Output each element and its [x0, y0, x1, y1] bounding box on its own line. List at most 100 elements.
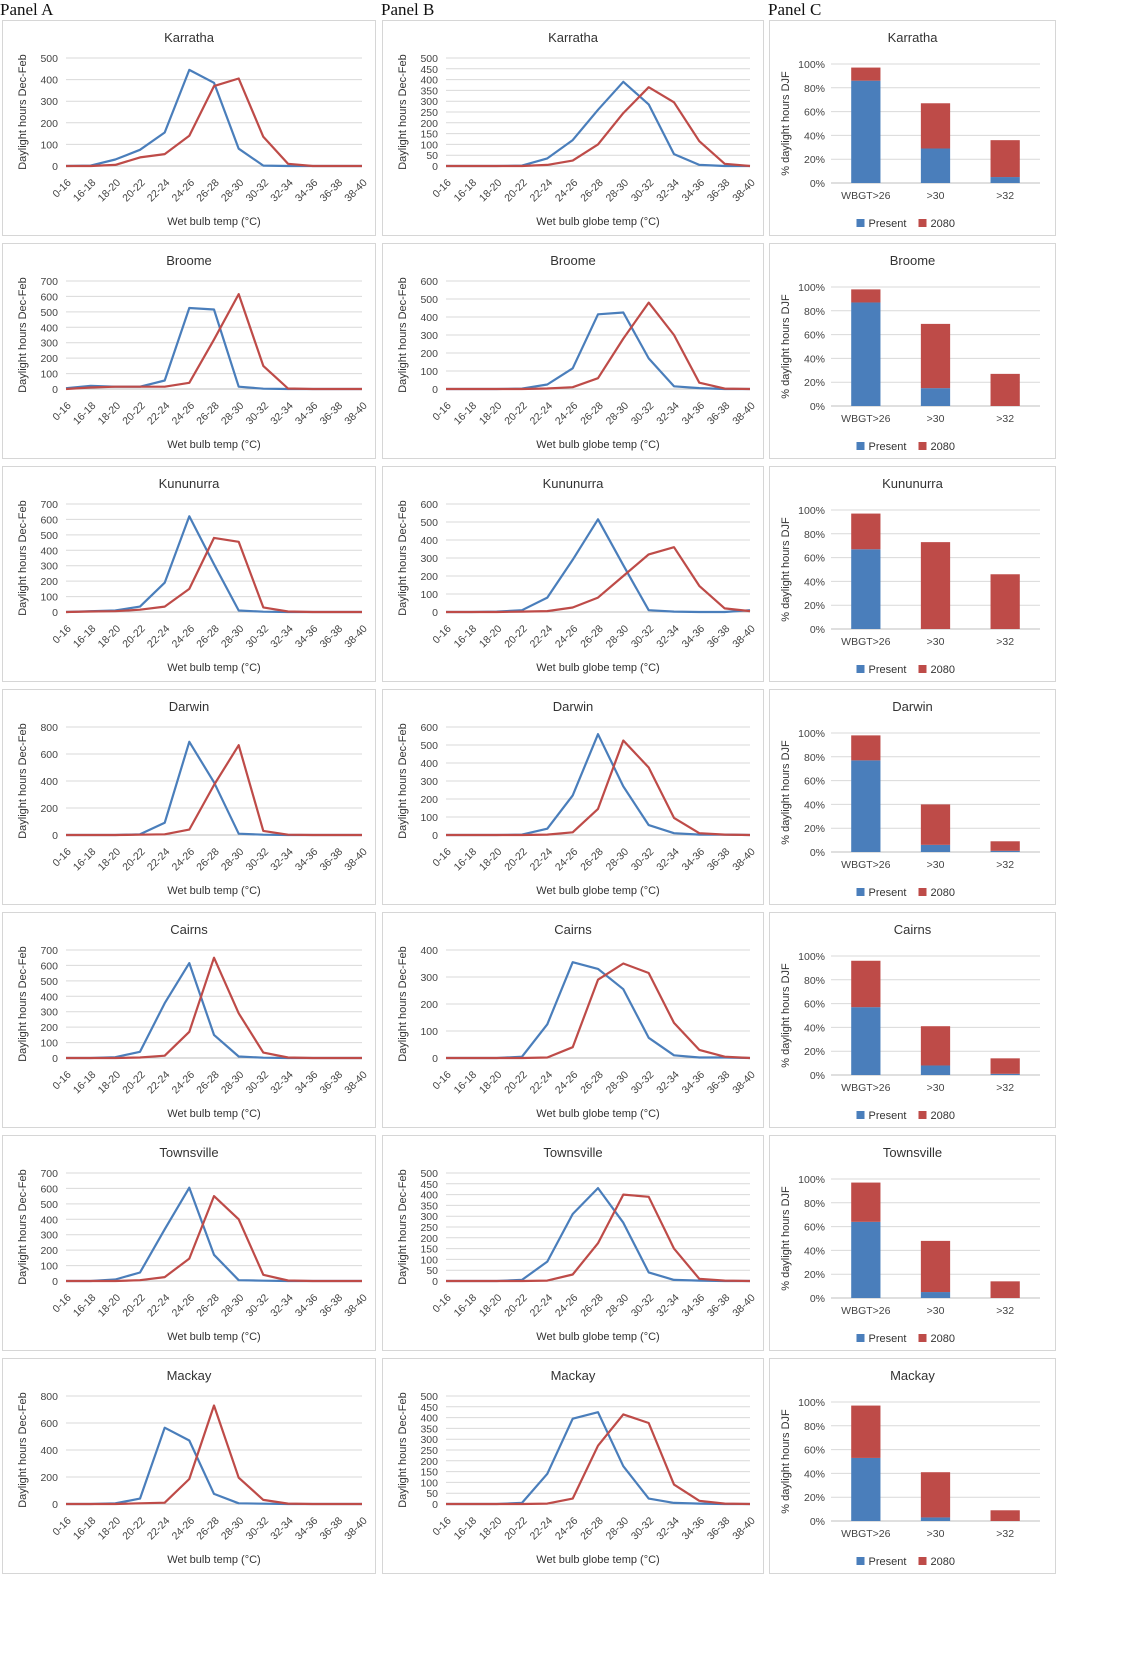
legend-swatch — [856, 219, 865, 227]
series-line — [446, 739, 751, 837]
y-tick-label: 600 — [420, 276, 438, 288]
bar-2080 — [920, 103, 951, 149]
x-axis-title: Wet bulb temp (°C) — [167, 216, 260, 228]
y-tick-label: 200 — [40, 1245, 58, 1257]
legend-label: Present — [869, 887, 907, 899]
y-tick-label: 80% — [804, 83, 825, 95]
chart-frame — [2, 466, 376, 682]
y-tick-label: 300 — [420, 1211, 438, 1223]
chart-A-Karratha: Karratha01002003004005000-1616-1818-2020… — [2, 20, 376, 236]
y-axis-title: % daylight hours DJF — [780, 963, 792, 1068]
legend-swatch — [918, 1557, 927, 1565]
x-axis-title: Wet bulb globe temp (°C) — [536, 885, 659, 897]
bar-2080 — [990, 140, 1020, 178]
series-line — [446, 962, 751, 1060]
legend-label: Present — [869, 218, 907, 230]
series-line — [446, 1193, 751, 1283]
y-axis-title: % daylight hours DJF — [780, 740, 792, 845]
y-tick-label: 400 — [420, 1413, 438, 1425]
y-tick-label: 200 — [420, 571, 438, 583]
chart-title: Mackay — [167, 1368, 212, 1383]
chart-A-Kununurra: Kununurra01002003004005006007000-1616-18… — [2, 466, 376, 682]
y-tick-label: 400 — [40, 75, 58, 87]
panel-a-label: Panel A — [0, 0, 54, 19]
x-axis-title: Wet bulb temp (°C) — [167, 439, 260, 451]
legend-label: 2080 — [931, 664, 955, 676]
bar-present — [920, 1292, 951, 1298]
y-tick-label: 150 — [420, 1244, 438, 1256]
y-tick-label: 60% — [804, 553, 825, 565]
bar-2080 — [990, 1058, 1020, 1074]
legend-swatch — [856, 665, 865, 673]
x-tick-label: WBGT>26 — [841, 413, 890, 425]
x-tick-label: >30 — [927, 636, 945, 648]
legend-swatch — [918, 442, 927, 450]
legend-swatch — [918, 665, 927, 673]
x-axis-title: Wet bulb temp (°C) — [167, 662, 260, 674]
y-tick-label: 600 — [40, 1183, 58, 1195]
y-tick-label: 50 — [426, 150, 438, 162]
bar-present — [851, 549, 881, 629]
legend-label: Present — [869, 1110, 907, 1122]
series-line — [446, 301, 751, 391]
chart-title: Karratha — [548, 30, 599, 45]
chart-B-Townsville: Townsville 050100150200250300350400450500… — [382, 1135, 764, 1351]
bar-present — [920, 388, 951, 406]
series-line — [446, 1413, 751, 1506]
legend-swatch — [856, 1334, 865, 1342]
bar-2080 — [920, 1026, 951, 1066]
chart-title: Darwin — [553, 699, 593, 714]
y-tick-label: 0% — [810, 1516, 825, 1528]
y-tick-label: 60% — [804, 330, 825, 342]
x-tick-label: >32 — [996, 1305, 1014, 1317]
x-tick-label: WBGT>26 — [841, 859, 890, 871]
y-tick-label: 700 — [40, 276, 58, 288]
y-tick-label: 400 — [40, 545, 58, 557]
x-tick-label: WBGT>26 — [841, 1528, 890, 1540]
chart-title: Mackay — [890, 1368, 935, 1383]
y-tick-label: 0% — [810, 847, 825, 859]
x-tick-label: >30 — [927, 1082, 945, 1094]
chart-frame — [382, 466, 764, 682]
chart-title: Karratha — [888, 30, 939, 45]
y-tick-label: 60% — [804, 107, 825, 119]
bar-present — [920, 148, 951, 183]
y-tick-label: 0 — [52, 1499, 58, 1511]
legend-swatch — [856, 1111, 865, 1119]
y-tick-label: 100% — [798, 282, 825, 294]
y-tick-label: 400 — [40, 776, 58, 788]
series-line — [65, 292, 362, 391]
y-tick-label: 400 — [420, 1190, 438, 1202]
y-tick-label: 200 — [420, 999, 438, 1011]
y-axis-title: % daylight hours DJF — [780, 1409, 792, 1514]
y-tick-label: 100 — [40, 1261, 58, 1273]
y-tick-label: 500 — [420, 517, 438, 529]
series-line — [65, 536, 362, 614]
legend-swatch — [856, 1557, 865, 1565]
y-tick-label: 600 — [40, 1418, 58, 1430]
y-tick-label: 500 — [420, 740, 438, 752]
y-tick-label: 500 — [420, 294, 438, 306]
y-tick-label: 0% — [810, 401, 825, 413]
bar-2080 — [851, 513, 881, 550]
y-tick-label: 80% — [804, 529, 825, 541]
bar-2080 — [851, 960, 881, 1008]
y-tick-label: 60% — [804, 999, 825, 1011]
y-tick-label: 350 — [420, 1200, 438, 1212]
y-tick-label: 200 — [40, 1472, 58, 1484]
y-tick-label: 100 — [40, 1038, 58, 1050]
series-line — [66, 744, 362, 837]
y-tick-label: 350 — [420, 85, 438, 97]
y-axis-title: Daylight hours Dec-Feb — [397, 1392, 409, 1508]
chart-frame — [769, 20, 1056, 236]
y-tick-label: 100% — [798, 1397, 825, 1409]
y-tick-label: 40% — [804, 1245, 825, 1257]
y-tick-label: 450 — [420, 64, 438, 76]
y-tick-label: 0 — [52, 830, 58, 842]
bar-present — [851, 302, 881, 406]
bar-2080 — [920, 1472, 951, 1518]
x-axis-title: Wet bulb temp (°C) — [167, 1554, 260, 1566]
x-tick-label: >30 — [927, 190, 945, 202]
y-tick-label: 100 — [420, 1254, 438, 1266]
y-tick-label: 800 — [40, 1391, 58, 1403]
